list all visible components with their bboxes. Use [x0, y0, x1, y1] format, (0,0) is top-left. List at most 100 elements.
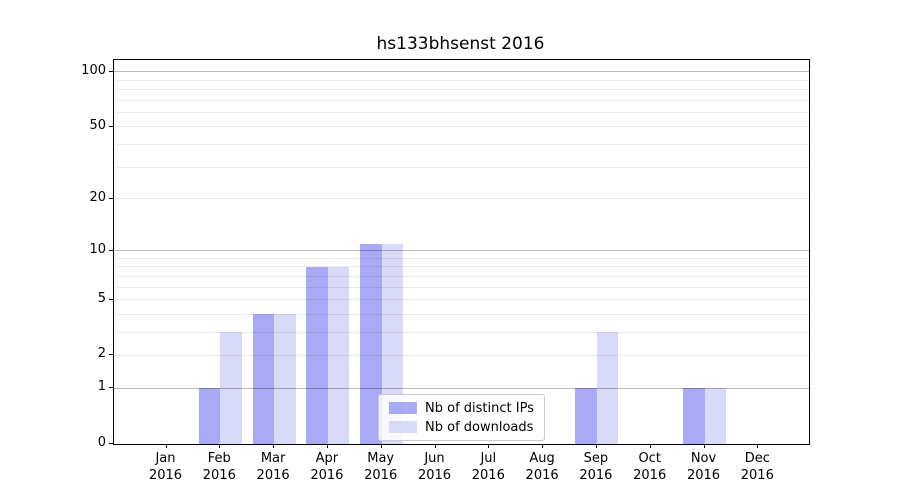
bar-nb-of-distinct-ips-sep — [575, 388, 597, 444]
x-tick-month: Mar — [260, 451, 286, 466]
bar-nb-of-downloads-sep — [596, 332, 619, 444]
y-tick-label-5: 5 — [97, 290, 106, 306]
minor-gridline-6 — [114, 286, 809, 288]
x-tick-month: Oct — [638, 451, 661, 466]
bar-nb-of-distinct-ips-mar — [252, 314, 275, 444]
minor-gridline-70 — [114, 99, 809, 101]
y-tickmark-1 — [109, 387, 113, 389]
y-tickmark-20 — [109, 197, 113, 199]
x-tickmark-jun — [434, 444, 436, 448]
x-tick-month: Apr — [315, 451, 339, 466]
minor-gridline-3 — [114, 331, 809, 333]
x-tick-year: 2016 — [633, 468, 667, 483]
x-tick-month: Nov — [690, 451, 717, 466]
y-tickmark-5 — [109, 298, 113, 300]
x-tick-year: 2016 — [471, 468, 505, 483]
x-tick-year: 2016 — [417, 468, 452, 483]
x-tick-label-aug: Aug 2016 — [514, 450, 570, 484]
minor-gridline-90 — [114, 79, 809, 81]
x-tick-month: Aug — [529, 451, 555, 466]
x-tick-label-jan: Jan 2016 — [138, 450, 194, 484]
minor-gridline-9 — [114, 257, 809, 259]
major-gridline-10 — [114, 250, 809, 252]
x-tick-year: 2016 — [256, 468, 290, 483]
minor-gridline-80 — [114, 89, 809, 91]
minor-gridline-8 — [114, 266, 809, 268]
x-tick-label-nov: Nov 2016 — [676, 450, 732, 484]
x-tick-year: 2016 — [740, 468, 774, 483]
y-tickmark-2 — [109, 354, 113, 356]
bar-nb-of-downloads-may — [381, 243, 404, 444]
minor-gridline-50 — [114, 126, 809, 128]
major-gridline-1 — [114, 387, 809, 389]
x-tick-month: May — [367, 451, 395, 466]
y-tickmark-100 — [109, 70, 113, 72]
x-tickmark-dec — [757, 444, 759, 448]
x-tick-year: 2016 — [148, 468, 183, 483]
minor-gridline-60 — [114, 112, 809, 114]
x-tick-label-jul: Jul 2016 — [460, 450, 516, 484]
bar-nb-of-downloads-feb — [220, 332, 242, 444]
y-tick-label-1: 1 — [97, 379, 106, 395]
legend: Nb of distinct IPs Nb of downloads — [378, 394, 545, 441]
x-tick-year: 2016 — [310, 468, 344, 483]
minor-gridline-7 — [114, 275, 809, 277]
minor-gridline-4 — [114, 313, 809, 315]
x-tickmark-aug — [542, 444, 544, 448]
x-tickmark-jul — [488, 444, 490, 448]
x-tickmark-oct — [649, 444, 651, 448]
x-tick-month: Jun — [424, 451, 445, 466]
legend-label-downloads: Nb of downloads — [425, 419, 534, 435]
x-tick-label-oct: Oct 2016 — [622, 450, 678, 484]
x-tick-month: Sep — [583, 451, 609, 466]
minor-gridline-20 — [114, 198, 809, 199]
y-tick-label-100: 100 — [81, 62, 106, 78]
bar-nb-of-downloads-nov — [704, 388, 726, 444]
x-tickmark-nov — [703, 444, 705, 448]
bar-nb-of-downloads-mar — [274, 314, 296, 444]
legend-item-distinct-ips: Nb of distinct IPs — [389, 400, 534, 416]
bar-nb-of-distinct-ips-may — [360, 243, 382, 444]
legend-swatch-distinct-ips-icon — [389, 402, 417, 414]
x-tickmark-sep — [595, 444, 597, 448]
x-tick-label-apr: Apr 2016 — [299, 450, 355, 484]
y-tickmark-0 — [109, 443, 113, 444]
major-gridline-100 — [114, 71, 809, 73]
y-tick-label-10: 10 — [89, 241, 106, 257]
plot-area: Nb of distinct IPs Nb of downloads — [113, 59, 810, 445]
x-tickmark-may — [380, 444, 382, 448]
y-tick-label-0: 0 — [97, 435, 106, 450]
minor-gridline-30 — [114, 166, 809, 168]
minor-gridline-2 — [114, 354, 809, 356]
x-tick-label-may: May 2016 — [353, 450, 409, 484]
minor-gridline-5 — [114, 299, 809, 301]
x-tick-year: 2016 — [686, 468, 721, 483]
x-tick-year: 2016 — [525, 468, 559, 483]
x-tick-label-mar: Mar 2016 — [245, 450, 301, 484]
bar-nb-of-distinct-ips-nov — [683, 388, 705, 444]
x-tick-month: Jul — [480, 451, 497, 466]
x-tick-year: 2016 — [364, 468, 398, 483]
x-tick-label-dec: Dec 2016 — [729, 450, 785, 484]
x-tick-month: Jan — [155, 451, 176, 466]
x-tick-label-feb: Feb 2016 — [191, 450, 247, 484]
y-tick-label-2: 2 — [97, 346, 106, 362]
x-tickmark-mar — [273, 444, 275, 448]
chart-title: hs133bhsenst 2016 — [376, 34, 545, 54]
x-tick-label-sep: Sep 2016 — [568, 450, 624, 484]
legend-item-downloads: Nb of downloads — [389, 419, 534, 435]
x-tick-year: 2016 — [202, 468, 236, 483]
y-tickmark-10 — [109, 249, 113, 251]
y-tick-label-50: 50 — [89, 117, 106, 133]
y-tick-label-20: 20 — [89, 189, 106, 205]
legend-label-distinct-ips: Nb of distinct IPs — [425, 400, 534, 416]
bar-nb-of-distinct-ips-feb — [198, 388, 221, 444]
x-tick-label-jun: Jun 2016 — [407, 450, 463, 484]
x-tick-month: Feb — [207, 451, 231, 466]
x-tickmark-feb — [219, 444, 221, 448]
bar-nb-of-downloads-apr — [327, 266, 350, 444]
x-tickmark-jan — [165, 444, 167, 448]
x-tick-year: 2016 — [579, 468, 613, 483]
bar-nb-of-distinct-ips-apr — [306, 266, 328, 444]
